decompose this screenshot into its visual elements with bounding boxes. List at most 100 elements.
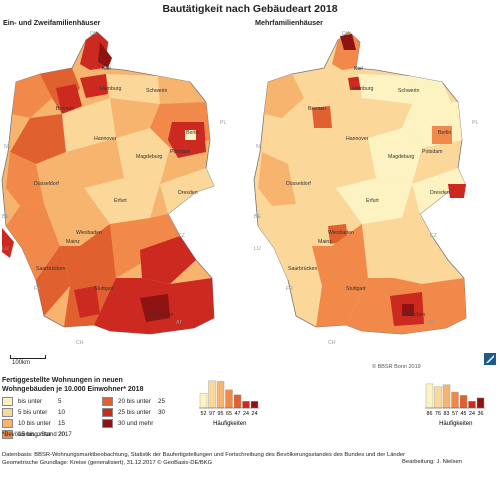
city-stuttgart: Stuttgart — [94, 286, 114, 292]
city-muenchen: München — [404, 312, 425, 318]
hist-left-count-7: 24 — [252, 411, 258, 417]
city-bremen: Bremen — [56, 106, 74, 112]
legend-value-3: 15 — [58, 420, 66, 427]
city-potsdam: Potsdam — [422, 149, 442, 155]
region-ostfriesland — [12, 74, 52, 118]
region-franken — [110, 214, 180, 278]
legend-swatch-7 — [102, 418, 113, 428]
city-duesseldorf: Düsseldorf — [286, 181, 311, 187]
region-niedersachsen — [62, 98, 116, 152]
region-thueringen — [84, 178, 160, 224]
hist-left-count-5: 47 — [235, 411, 241, 417]
legend-item-4: 15 bis unter 20 — [2, 429, 65, 440]
hist-left-label: Häufigkeiten — [213, 421, 246, 427]
map-single-family: DK PL NL BE LU CZ FR AT CH Kiel Schwerin… — [1, 31, 226, 346]
legend-item-2: 5 bis unter 10 — [2, 407, 65, 418]
legend-swatch-1 — [2, 396, 13, 406]
legend-value-2: 10 — [58, 409, 66, 416]
hist-right-count-7: 36 — [478, 411, 484, 417]
country-label-ch: CH — [328, 340, 336, 346]
legend-item-5: 20 bis unter 25 — [102, 396, 165, 407]
legend-value-5: 25 — [158, 398, 166, 405]
country-label-fr: FR — [34, 286, 41, 292]
region-dresden — [448, 184, 466, 198]
region-pfalz — [36, 246, 70, 316]
region-berlin — [432, 126, 452, 144]
country-label-dk: DK — [342, 31, 350, 37]
hist-right-count-6: 24 — [469, 411, 475, 417]
country-label-be: BE — [2, 214, 9, 220]
city-mainz: Mainz — [318, 239, 332, 245]
country-label-fr: FR — [286, 286, 293, 292]
hist-left-bar-2 — [208, 380, 216, 409]
bbsr-logo-icon — [484, 353, 496, 365]
hist-right-bar-1 — [425, 383, 434, 409]
legend-swatch-6 — [102, 407, 113, 417]
region-nordfriesland — [340, 34, 356, 50]
legend-label-6: 25 bis unter — [118, 409, 151, 416]
city-muenchen: München — [152, 312, 173, 318]
legend-swatch-5 — [102, 396, 113, 406]
hist-left-count-3: 95 — [218, 411, 224, 417]
hist-right-bar-6 — [468, 401, 476, 409]
region-thueringen — [336, 178, 412, 224]
city-duesseldorf: Düsseldorf — [34, 181, 59, 187]
region-franken — [362, 214, 432, 278]
legend-value-4: 20 — [58, 431, 66, 438]
legend-value-6: 30 — [158, 409, 166, 416]
country-label-cz: CZ — [430, 233, 437, 239]
legend-label-1: bis unter — [18, 398, 43, 405]
hist-left-count-6: 24 — [243, 411, 249, 417]
hist-left-bar-5 — [233, 394, 242, 409]
region-westfalen — [288, 152, 336, 204]
country-label-dk: DK — [90, 31, 98, 37]
map-title-single-family: Ein- und Zweifamilienhäuser — [3, 18, 101, 27]
copyright: © BBSR Bonn 2019 — [372, 364, 421, 370]
city-schwerin: Schwerin — [398, 88, 419, 94]
hist-right-count-4: 57 — [452, 411, 458, 417]
region-kiel — [98, 42, 112, 68]
city-erfurt: Erfurt — [366, 198, 379, 204]
country-label-lu: LU — [254, 246, 261, 252]
sources: Datenbasis: BBSR-Wohnungsmarktbeobachtun… — [2, 451, 405, 467]
region-sachsen — [160, 168, 214, 214]
city-berlin: Berlin — [438, 130, 451, 136]
country-label-nl: NL — [4, 144, 11, 150]
region-mecklenburg — [358, 74, 412, 104]
sources-line1: Datenbasis: BBSR-Wohnungsmarktbeobachtun… — [2, 452, 406, 458]
region-muenchen — [402, 304, 414, 316]
city-erfurt: Erfurt — [114, 198, 127, 204]
legend-item-3: 10 bis unter 15 — [2, 418, 65, 429]
country-label-be: BE — [254, 214, 261, 220]
region-muenchen-umland — [140, 294, 170, 322]
city-magdeburg: Magdeburg — [388, 154, 414, 160]
region-niederrhein — [6, 152, 44, 206]
histogram-multi-family: 86 76 83 57 45 24 36 Häufigkeiten — [425, 383, 486, 427]
hist-right-count-1: 86 — [427, 411, 433, 417]
hist-right-count-2: 76 — [435, 411, 441, 417]
region-sachsen-anhalt — [116, 128, 170, 184]
region-wuerttemberg — [312, 224, 368, 327]
city-hannover: Hannover — [346, 136, 369, 142]
region-westfalen — [36, 152, 84, 204]
legend-swatch-2 — [2, 407, 13, 417]
footnote: *Bevölkerung: Stand 2017 — [2, 432, 72, 438]
map-title-multi-family: Mehrfamilienhäuser — [255, 18, 323, 27]
city-mainz: Mainz — [66, 239, 80, 245]
legend-title: Fertiggestellte Wohnungen in neuen Wohng… — [2, 376, 202, 394]
hist-left-count-1: 52 — [201, 411, 207, 417]
hist-right-bar-2 — [434, 386, 442, 409]
region-vorpommern — [410, 76, 452, 104]
hist-right-bar-5 — [459, 395, 468, 409]
hist-right-bar-3 — [442, 384, 451, 409]
legend-title-line1: Fertiggestellte Wohnungen in neuen — [2, 377, 123, 384]
city-wiesbaden: Wiesbaden — [328, 230, 354, 236]
region-bremen-area — [56, 84, 82, 114]
city-berlin: Berlin — [186, 130, 199, 136]
city-hamburg: Hamburg — [100, 86, 121, 92]
scale-bar — [10, 355, 46, 359]
city-hannover: Hannover — [94, 136, 117, 142]
region-rheinland-pfalz — [6, 204, 60, 280]
page-title: Bautätigkeit nach Gebäudeart 2018 — [162, 3, 338, 15]
